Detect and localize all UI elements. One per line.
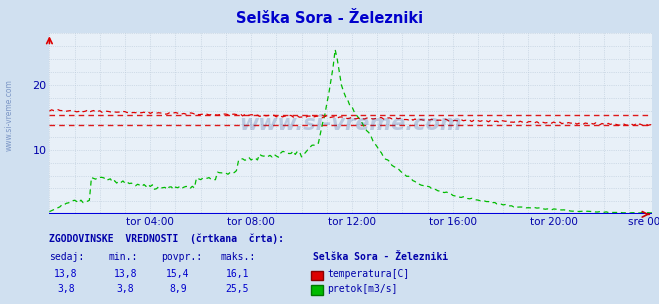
Text: min.:: min.: [109, 252, 138, 262]
Text: 25,5: 25,5 [225, 284, 249, 294]
Text: sedaj:: sedaj: [49, 252, 84, 262]
Text: Selška Sora - Železniki: Selška Sora - Železniki [236, 11, 423, 26]
Text: 3,8: 3,8 [57, 284, 74, 294]
Text: temperatura[C]: temperatura[C] [328, 269, 410, 279]
Text: maks.:: maks.: [221, 252, 256, 262]
Text: www.si-vreme.com: www.si-vreme.com [5, 80, 14, 151]
Text: 8,9: 8,9 [169, 284, 186, 294]
Text: ZGODOVINSKE  VREDNOSTI  (črtkana  črta):: ZGODOVINSKE VREDNOSTI (črtkana črta): [49, 233, 285, 244]
Text: 3,8: 3,8 [117, 284, 134, 294]
Text: 13,8: 13,8 [54, 269, 78, 279]
Text: www.si-vreme.com: www.si-vreme.com [240, 114, 462, 134]
Text: 15,4: 15,4 [166, 269, 190, 279]
Text: 13,8: 13,8 [113, 269, 137, 279]
Text: 16,1: 16,1 [225, 269, 249, 279]
Text: Selška Sora - Železniki: Selška Sora - Železniki [313, 252, 448, 262]
Text: povpr.:: povpr.: [161, 252, 202, 262]
Text: pretok[m3/s]: pretok[m3/s] [328, 284, 398, 294]
